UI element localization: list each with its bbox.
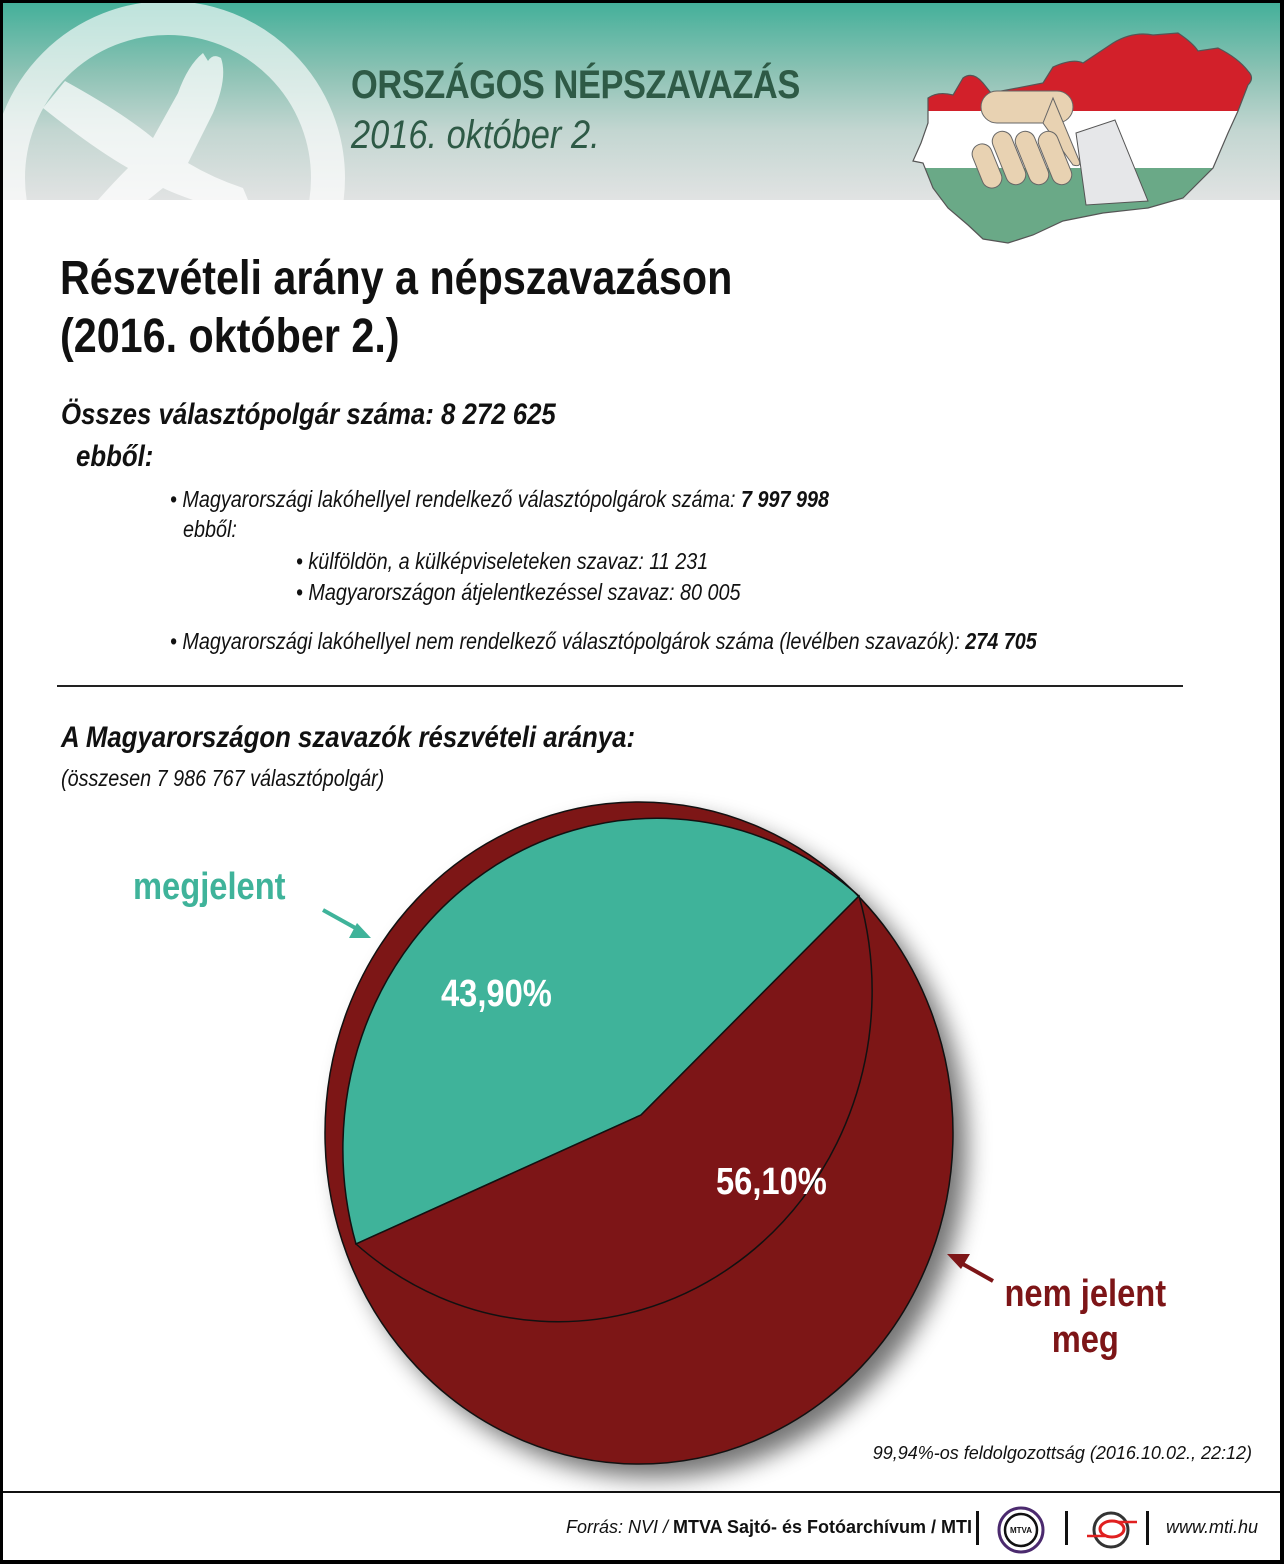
svg-text:MTVA: MTVA <box>1010 1526 1032 1535</box>
residents-value: 7 997 998 <box>740 486 829 512</box>
pie-chart <box>322 801 994 1465</box>
footer-divider <box>3 1491 1280 1493</box>
footer-separator <box>1065 1511 1068 1545</box>
residents-line: • Magyarországi lakóhellyel rendelkező v… <box>170 486 829 513</box>
residents-label: • Magyarországi lakóhellyel rendelkező v… <box>170 486 741 512</box>
source-prefix: Forrás: NVI / <box>566 1517 674 1537</box>
legend-no-line1: nem jelent <box>1004 1273 1167 1315</box>
non-residents-label: • Magyarországi lakóhellyel nem rendelke… <box>170 628 966 654</box>
of-which-label: ebből: <box>76 440 154 473</box>
header-date: 2016. október 2. <box>351 113 600 157</box>
section-divider <box>57 685 1183 687</box>
non-residents-line: • Magyarországi lakóhellyel nem rendelke… <box>170 628 1037 655</box>
mti-logo-icon <box>1087 1511 1137 1549</box>
header-title: ORSZÁGOS NÉPSZAVAZÁS <box>351 63 800 107</box>
hungary-map-ballot-icon <box>912 32 1253 244</box>
infographic: ORSZÁGOS NÉPSZAVAZÁS 2016. október 2. Ré… <box>3 3 1280 1560</box>
footer-separator <box>1146 1511 1149 1545</box>
legend-megjelent: megjelent <box>133 866 286 908</box>
total-voters: Összes választópolgár száma: 8 272 625 <box>61 398 556 431</box>
transfer-line: • Magyarországon átjelentkezéssel szavaz… <box>296 579 741 605</box>
source-credit: Forrás: NVI / MTVA Sajtó- és Fotóarchívu… <box>566 1517 972 1538</box>
page-title-line1: Részvételi arány a népszavazáson <box>60 252 733 305</box>
pie-slice-nem-jelent-meg <box>354 894 873 1323</box>
pie-slice-megjelent <box>342 817 861 1246</box>
legend-nem-jelent-meg: nem jelent meg <box>995 1271 1176 1363</box>
footer-separator <box>976 1511 979 1545</box>
source-agency: MTVA Sajtó- és Fotóarchívum / MTI <box>673 1517 973 1537</box>
abroad-line: • külföldön, a külképviseleteken szavaz:… <box>296 548 709 574</box>
page-title-line2: (2016. október 2.) <box>60 310 400 363</box>
non-residents-value: 274 705 <box>965 628 1037 654</box>
mtva-logo-icon: MTVA <box>997 1506 1045 1554</box>
page-title: Részvételi arány a népszavazáson (2016. … <box>60 250 732 366</box>
legend-no-line2: meg <box>1051 1319 1119 1361</box>
chart-title: A Magyarországon szavazók részvételi ará… <box>61 721 636 754</box>
pct-megjelent: 43,90% <box>441 973 552 1015</box>
footer: Forrás: NVI / MTVA Sajtó- és Fotóarchívu… <box>3 1493 1280 1560</box>
pct-nem-jelent-meg: 56,10% <box>716 1161 827 1203</box>
residents-of-which: ebből: <box>183 516 237 542</box>
ballot-x-icon <box>3 3 345 200</box>
processing-note: 99,94%-os feldolgozottság (2016.10.02., … <box>872 1443 1252 1463</box>
website-link[interactable]: www.mti.hu <box>1166 1517 1259 1537</box>
chart-subtitle: (összesen 7 986 767 választópolgár) <box>61 765 385 791</box>
